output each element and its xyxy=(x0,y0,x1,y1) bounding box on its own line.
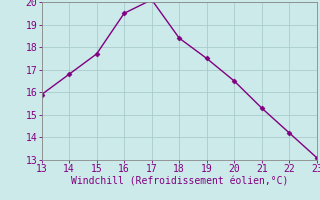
X-axis label: Windchill (Refroidissement éolien,°C): Windchill (Refroidissement éolien,°C) xyxy=(70,177,288,187)
